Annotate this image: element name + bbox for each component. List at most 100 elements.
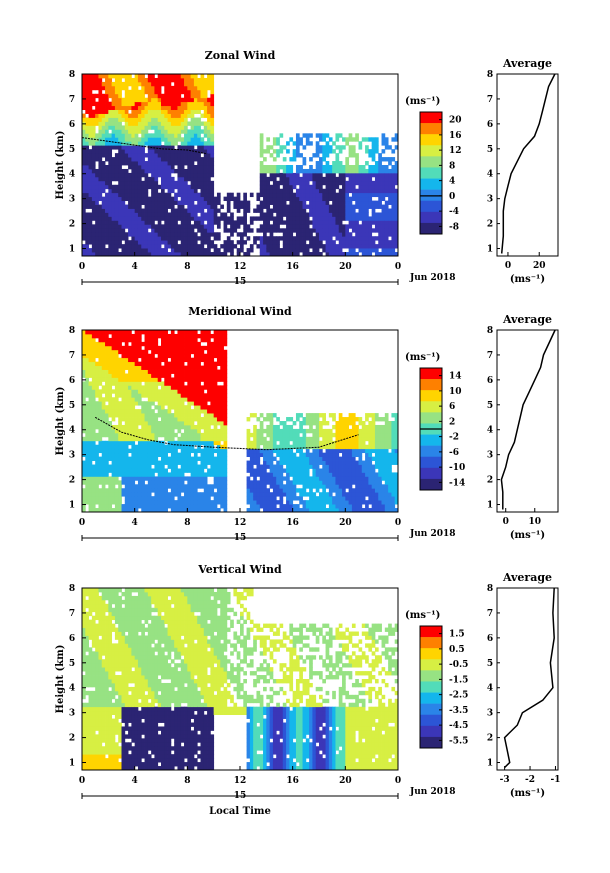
heatmap-cell [101,440,106,446]
heatmap-cell [114,508,119,513]
heatmap-cell [121,488,126,493]
heatmap-cell [190,428,195,434]
heatmap-cell [154,165,159,170]
heatmap-cell [197,149,201,154]
heatmap-cell [193,184,198,190]
heatmap-cell [197,117,201,122]
heatmap-cell [332,180,336,186]
heatmap-cell [88,97,93,103]
heatmap-cell [223,432,228,438]
heatmap-cell [170,492,175,497]
heatmap-cell [118,93,122,99]
heatmap-cell [299,240,303,245]
heatmap-cell [164,397,168,402]
heatmap-cell [216,337,221,343]
heatmap-cell [184,180,188,186]
heatmap-cell [177,460,182,465]
heatmap-cell [216,492,221,497]
heatmap-cell [200,432,205,438]
heatmap-cell [256,500,261,505]
heatmap-cell [259,492,264,497]
heatmap-cell [371,236,376,241]
heatmap-cell [131,208,136,213]
heatmap-cell [105,472,109,477]
heatmap-cell [193,240,198,245]
heatmap-cell [312,224,317,229]
heatmap-cell [105,93,109,99]
heatmap-cell [144,377,149,382]
heatmap-cell [124,81,129,87]
heatmap-cell [200,161,205,166]
heatmap-cell [88,361,93,367]
heatmap-cell [167,105,172,111]
heatmap-cell [121,248,126,253]
heatmap-cell [289,184,294,190]
heatmap-cell [174,424,178,430]
heatmap-cell [223,248,228,253]
heatmap-cell [299,232,303,237]
heatmap-cell [200,192,205,198]
heatmap-cell [121,184,126,190]
heatmap-cell [144,216,149,221]
heatmap-cell [259,204,264,209]
heatmap-cell [154,436,159,442]
heatmap-cell [88,161,93,166]
heatmap-cell [351,196,356,202]
heatmap-cell [230,240,234,245]
heatmap-cell [91,145,96,150]
heatmap-cell [108,409,113,414]
heatmap-cell [157,508,162,513]
heatmap-cell [164,472,168,477]
heatmap-cell [312,236,317,241]
heatmap-cell [118,220,122,225]
heatmap-cell [91,228,96,233]
heatmap-cell [249,244,254,249]
heatmap-cell [105,180,109,186]
heatmap-cell [210,192,215,198]
heatmap-cell [157,353,162,359]
heatmap-cell [351,252,356,257]
heatmap-cell [223,448,228,454]
heatmap-cell [335,165,340,170]
heatmap-cell [177,97,182,103]
heatmap-cell [207,121,211,126]
heatmap-cell [121,113,126,118]
heatmap-cell [210,85,215,91]
heatmap-cell [193,93,198,99]
heatmap-cell [200,349,205,355]
heatmap-cell [154,357,159,363]
heatmap-cell [299,248,303,253]
heatmap-cell [108,74,113,79]
heatmap-cell [118,488,122,493]
heatmap-cell [134,192,139,198]
heatmap-cell [203,345,208,351]
heatmap-cell [85,361,89,367]
heatmap-cell [263,248,267,253]
heatmap-cell [210,208,215,213]
heatmap-cell [82,440,86,446]
heatmap-cell [374,145,379,150]
heatmap-cell [88,330,93,335]
heatmap-cell [131,377,136,382]
heatmap-cell [88,424,93,430]
heatmap-cell [82,436,86,442]
heatmap-cell [170,361,175,367]
heatmap-cell [154,365,159,370]
heatmap-cell [147,484,152,489]
heatmap-cell [118,468,122,473]
heatmap-cell [174,192,178,198]
heatmap-cell [91,133,96,138]
heatmap-cell [272,240,277,245]
heatmap-cell [98,165,103,170]
heatmap-cell [121,464,126,469]
heatmap-cell [137,377,142,382]
heatmap-cell [292,248,297,253]
heatmap-cell [82,161,86,166]
heatmap-cell [174,432,178,438]
heatmap-cell [118,85,122,91]
heatmap-cell [108,133,113,138]
heatmap-cell [345,200,350,205]
heatmap-cell [193,464,198,469]
heatmap-cell [82,149,86,154]
heatmap-cell [289,204,294,209]
